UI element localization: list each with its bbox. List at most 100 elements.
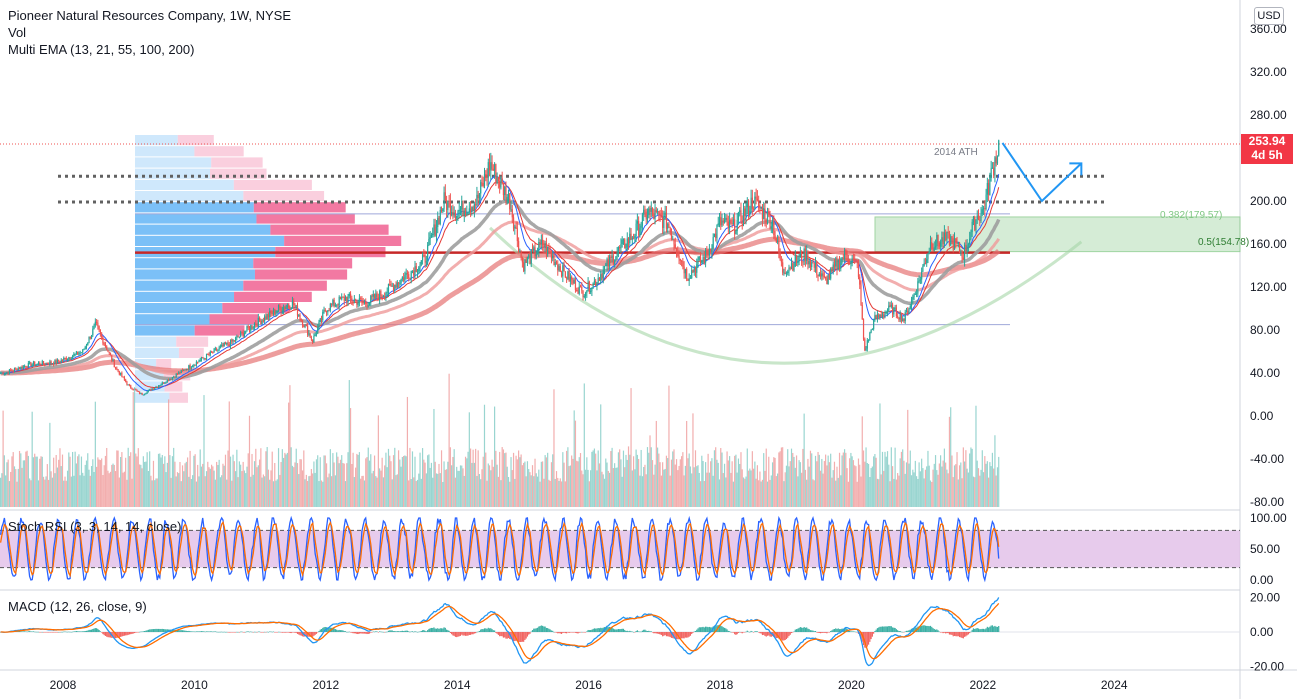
candle-body xyxy=(793,266,795,271)
volume-bar xyxy=(579,453,582,507)
volume-bar xyxy=(54,473,56,507)
candle-body xyxy=(60,359,62,363)
macd-histogram-bar xyxy=(338,629,340,632)
candle-body xyxy=(766,211,769,223)
macd-histogram-bar xyxy=(265,632,267,633)
candle-body xyxy=(118,371,120,375)
volume-bar xyxy=(998,456,1000,507)
volume-bar xyxy=(226,479,228,507)
volume-bar xyxy=(622,450,625,507)
macd-histogram-bar xyxy=(591,629,593,632)
candle-body xyxy=(127,384,129,386)
candle-body xyxy=(275,312,277,315)
candle-body xyxy=(521,257,523,263)
candle-body xyxy=(845,249,847,255)
candle-body xyxy=(663,215,665,228)
volume-profile-down xyxy=(194,146,244,157)
candle-body xyxy=(147,390,150,392)
volume-bar xyxy=(403,455,405,507)
volume-bar xyxy=(389,455,391,507)
volume-bar xyxy=(625,454,627,507)
volume-profile-up xyxy=(135,146,195,157)
candle-body xyxy=(520,250,522,258)
volume-bar xyxy=(467,451,469,507)
candle-body xyxy=(828,274,831,279)
macd-histogram-bar xyxy=(241,631,243,633)
volume-bar xyxy=(627,446,630,507)
candle-body xyxy=(840,262,842,269)
macd-histogram-bar xyxy=(415,631,417,633)
volume-bar xyxy=(574,420,577,507)
candle-body xyxy=(611,255,613,258)
macd-histogram-bar xyxy=(355,632,357,634)
macd-histogram-bar xyxy=(360,632,362,634)
macd-histogram-bar xyxy=(252,632,254,633)
volume-bar xyxy=(109,471,112,507)
volume-bar xyxy=(578,457,580,507)
volume-bar xyxy=(85,460,88,507)
candle-body xyxy=(136,390,138,392)
candle-body xyxy=(701,260,703,263)
volume-bar xyxy=(7,459,9,507)
macd-histogram-bar xyxy=(218,631,220,633)
candle-body xyxy=(917,281,919,294)
volume-bar xyxy=(544,455,546,507)
candle-body xyxy=(775,237,777,243)
candle-body xyxy=(715,233,717,239)
candle-body xyxy=(831,268,833,271)
candle-body xyxy=(377,297,379,301)
volume-bar xyxy=(621,476,623,507)
macd-histogram-bar xyxy=(975,628,977,632)
macd-histogram-bar xyxy=(766,632,769,636)
candle-body xyxy=(913,294,915,298)
volume-bar xyxy=(265,451,267,507)
candle-body xyxy=(104,343,107,347)
macd-histogram-bar xyxy=(682,632,684,639)
macd-histogram-bar xyxy=(861,632,863,642)
macd-histogram-bar xyxy=(984,629,986,632)
candle-body xyxy=(915,293,918,295)
macd-histogram-bar xyxy=(884,626,886,632)
candle-body xyxy=(567,271,569,279)
macd-histogram-bar xyxy=(817,632,819,633)
candle-body xyxy=(245,331,247,334)
macd-histogram-bar xyxy=(386,631,388,633)
volume-bar xyxy=(649,435,651,507)
candle-body xyxy=(355,299,357,301)
candle-body xyxy=(790,263,793,269)
volume-bar xyxy=(155,478,157,507)
candle-body xyxy=(142,394,144,396)
candle-body xyxy=(99,329,101,334)
volume-bar xyxy=(515,455,517,507)
volume-bar xyxy=(593,448,596,507)
macd-histogram-bar xyxy=(751,631,753,633)
candle-body xyxy=(331,303,333,305)
volume-bar xyxy=(817,451,819,507)
macd-histogram-bar xyxy=(683,632,685,639)
macd-histogram-bar xyxy=(106,632,108,637)
volume-bar xyxy=(22,460,24,507)
volume-bar xyxy=(150,475,152,507)
volume-bar xyxy=(975,405,977,507)
candle-body xyxy=(940,241,942,247)
volume-bar xyxy=(190,478,192,507)
macd-histogram-bar xyxy=(78,631,80,632)
macd-histogram-bar xyxy=(615,629,617,632)
macd-histogram-bar xyxy=(99,631,101,632)
volume-profile-down xyxy=(194,325,245,336)
macd-histogram-bar xyxy=(612,628,614,632)
macd-histogram-bar xyxy=(497,632,499,635)
currency-button[interactable]: USD xyxy=(1254,7,1284,25)
volume-bar xyxy=(680,456,683,507)
volume-bar xyxy=(964,461,966,507)
volume-bar xyxy=(555,471,558,507)
volume-bar xyxy=(525,476,527,507)
macd-histogram-bar xyxy=(251,631,253,633)
candle-body xyxy=(279,305,281,308)
macd-histogram-bar xyxy=(202,631,204,632)
macd-histogram-bar xyxy=(399,631,401,632)
volume-bar xyxy=(20,453,22,507)
macd-histogram-bar xyxy=(496,632,498,634)
macd-histogram-bar xyxy=(950,632,952,635)
